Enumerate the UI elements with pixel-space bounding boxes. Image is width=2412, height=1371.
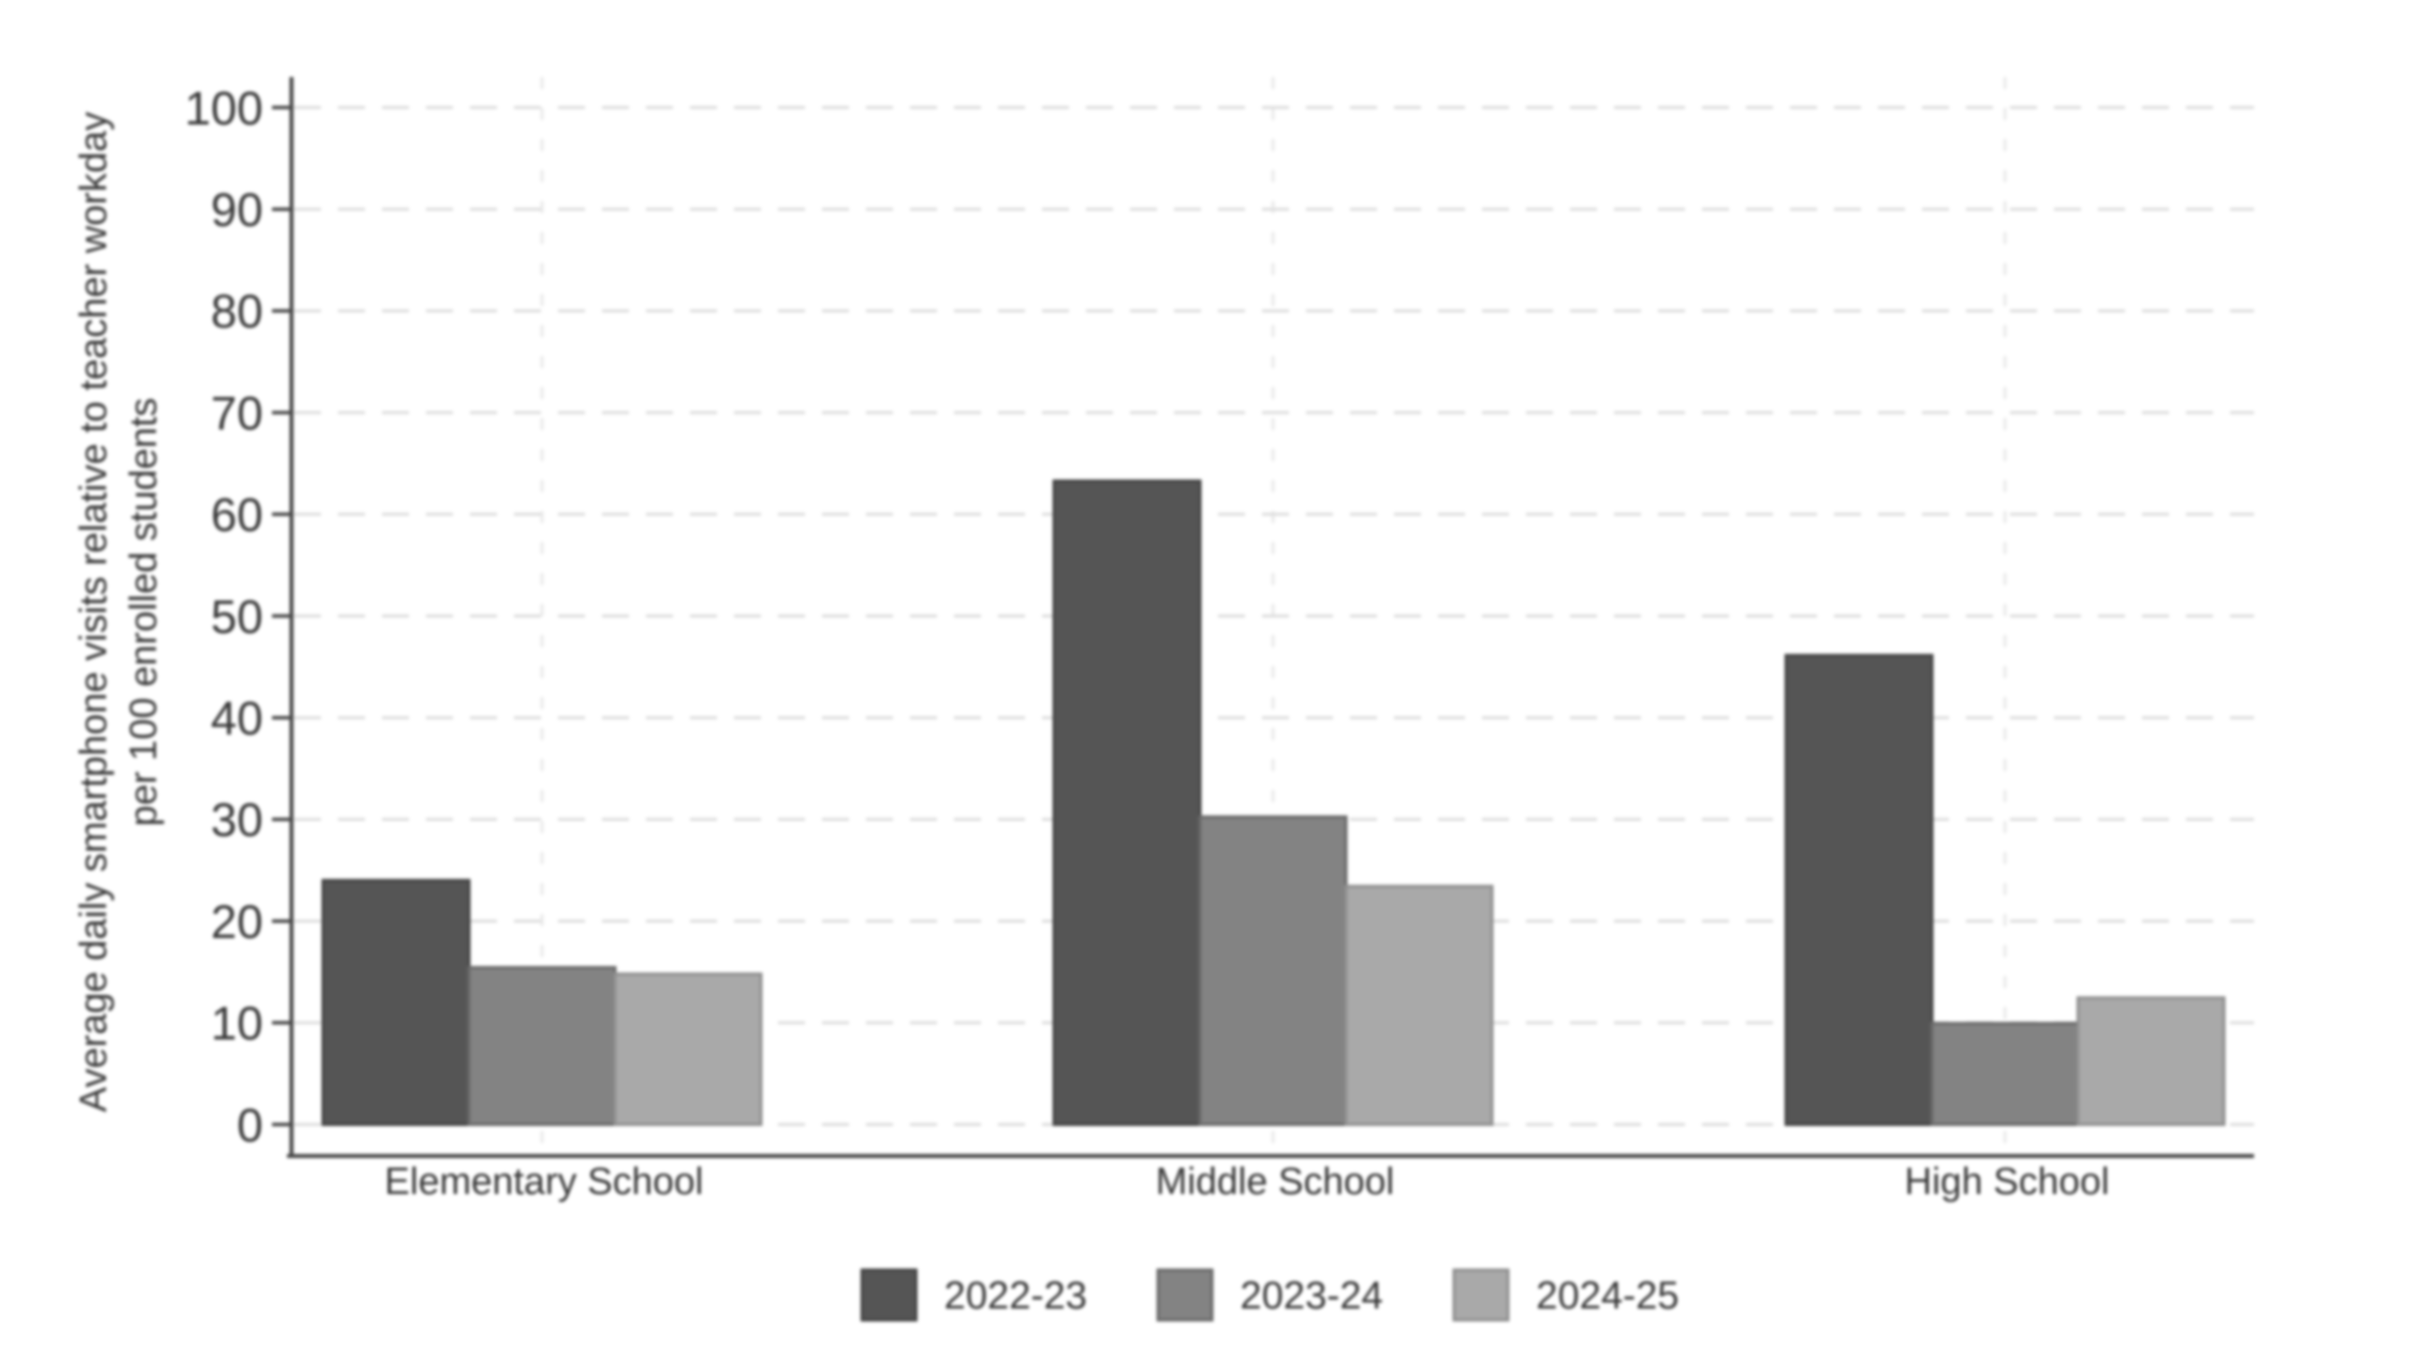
svg-text:80: 80 xyxy=(211,285,263,338)
svg-text:0: 0 xyxy=(237,1098,263,1151)
svg-text:90: 90 xyxy=(211,183,263,236)
svg-text:2022-23: 2022-23 xyxy=(944,1275,1087,1318)
svg-text:High School: High School xyxy=(1905,1161,2110,1203)
svg-text:30: 30 xyxy=(211,793,263,846)
svg-text:per 100 enrolled students: per 100 enrolled students xyxy=(123,398,165,827)
svg-text:Average daily smartphone visit: Average daily smartphone visits relative… xyxy=(73,112,115,1112)
svg-text:Elementary School: Elementary School xyxy=(385,1161,704,1203)
svg-text:100: 100 xyxy=(185,81,263,134)
svg-text:40: 40 xyxy=(211,692,263,745)
svg-text:2024-25: 2024-25 xyxy=(1536,1275,1679,1318)
svg-text:10: 10 xyxy=(211,997,263,1050)
svg-text:Middle School: Middle School xyxy=(1156,1161,1395,1203)
svg-text:70: 70 xyxy=(211,386,263,439)
svg-text:60: 60 xyxy=(211,488,263,541)
svg-text:50: 50 xyxy=(211,590,263,643)
svg-text:2023-24: 2023-24 xyxy=(1240,1275,1383,1318)
svg-text:20: 20 xyxy=(211,895,263,948)
